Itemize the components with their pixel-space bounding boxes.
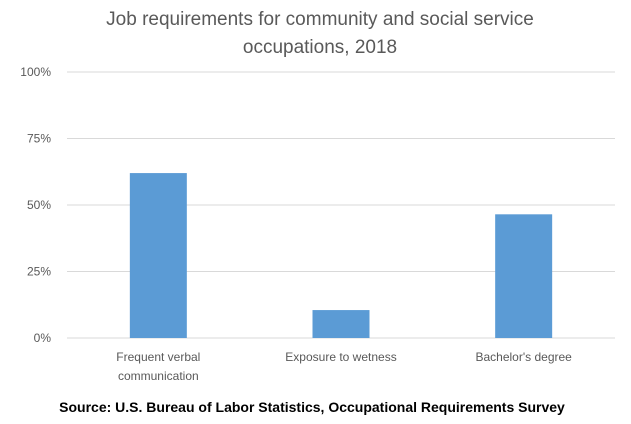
chart-title-line: occupations, 2018 [243, 37, 397, 58]
bar [312, 310, 370, 338]
bars [129, 173, 553, 338]
chart-title: Job requirements for community and socia… [106, 9, 534, 58]
y-tick-label: 100% [20, 65, 51, 79]
y-tick-label: 75% [27, 132, 51, 146]
x-axis-categories: Frequent verbal communication Exposure to … [116, 350, 572, 383]
bar [129, 173, 187, 338]
x-category-label: Frequent verbal [116, 350, 200, 364]
chart-title-line: Job requirements for community and socia… [106, 9, 534, 30]
y-axis-ticks: 0% 25% 50% 75% 100% [20, 65, 51, 345]
y-tick-label: 50% [27, 198, 51, 212]
x-category-label: Exposure to wetness [285, 350, 396, 364]
x-category-label: Bachelor's degree [475, 350, 572, 364]
y-tick-label: 25% [27, 265, 51, 279]
y-tick-label: 0% [34, 331, 52, 345]
bar [495, 214, 553, 338]
x-category-label: communication [118, 369, 199, 383]
source-note: Source: U.S. Bureau of Labor Statistics,… [59, 399, 565, 415]
